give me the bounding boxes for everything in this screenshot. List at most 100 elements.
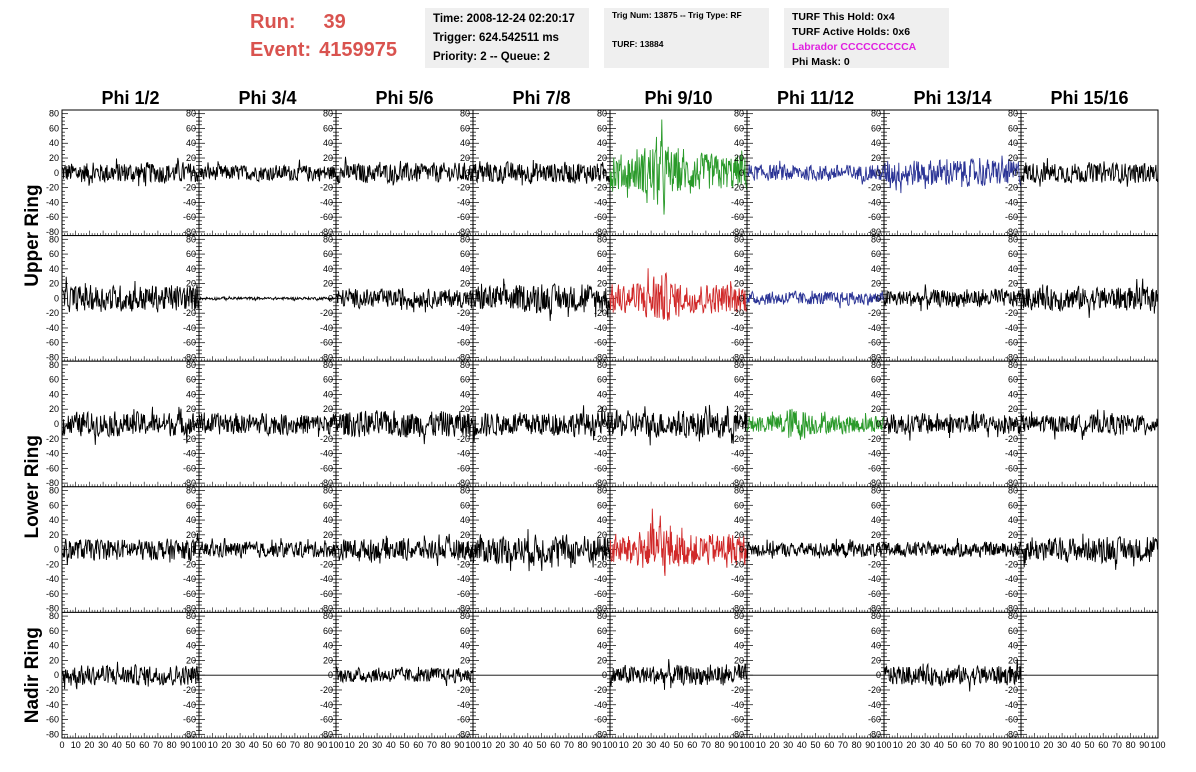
y-tick-label: -40 bbox=[1005, 323, 1018, 333]
waveform-trace bbox=[335, 156, 474, 186]
y-tick-label: 80 bbox=[323, 360, 333, 370]
y-tick-label: -40 bbox=[457, 323, 470, 333]
y-tick-label: 40 bbox=[186, 138, 196, 148]
trigger-info-box: Trig Num: 13875 -- Trig Type: RF TURF: 1… bbox=[604, 8, 769, 68]
waveform-trace bbox=[472, 278, 611, 322]
y-tick-label: -40 bbox=[46, 323, 59, 333]
y-tick-label: -20 bbox=[1005, 559, 1018, 569]
y-tick-label: -20 bbox=[457, 434, 470, 444]
y-tick-label: -80 bbox=[183, 353, 196, 363]
y-tick-label: 0 bbox=[739, 419, 744, 429]
y-tick-label: -60 bbox=[183, 463, 196, 473]
trigger-text: Trigger: 624.542511 ms bbox=[433, 32, 559, 44]
y-tick-label: -60 bbox=[594, 715, 607, 725]
y-tick-label: -60 bbox=[731, 715, 744, 725]
y-tick-label: 20 bbox=[597, 279, 607, 289]
y-tick-label: 60 bbox=[49, 375, 59, 385]
y-tick-label: 0 bbox=[739, 168, 744, 178]
y-tick-label: 40 bbox=[734, 641, 744, 651]
y-tick-label: -60 bbox=[320, 212, 333, 222]
y-tick-label: 40 bbox=[871, 389, 881, 399]
y-tick-label: 40 bbox=[49, 389, 59, 399]
y-tick-label: -40 bbox=[594, 197, 607, 207]
y-tick-label: 0 bbox=[328, 419, 333, 429]
y-tick-label: 80 bbox=[49, 109, 59, 119]
y-tick-label: 0 bbox=[191, 293, 196, 303]
y-tick-label: -60 bbox=[46, 212, 59, 222]
run-value: 39 bbox=[323, 11, 346, 33]
waveform-trace bbox=[198, 537, 337, 559]
y-tick-label: -60 bbox=[320, 463, 333, 473]
y-tick-label: 80 bbox=[1008, 485, 1018, 495]
y-tick-label: 80 bbox=[1008, 360, 1018, 370]
y-tick-label: 0 bbox=[465, 545, 470, 555]
y-tick-label: 40 bbox=[597, 389, 607, 399]
y-tick-label: -40 bbox=[731, 449, 744, 459]
y-tick-label: 40 bbox=[323, 389, 333, 399]
y-tick-label: 40 bbox=[871, 264, 881, 274]
y-tick-label: 20 bbox=[186, 153, 196, 163]
y-tick-label: 60 bbox=[1008, 249, 1018, 259]
y-tick-label: 60 bbox=[323, 626, 333, 636]
y-tick-label: -80 bbox=[868, 729, 881, 739]
waveform-trace bbox=[335, 288, 474, 313]
y-tick-label: 0 bbox=[876, 545, 881, 555]
y-tick-label: -60 bbox=[46, 715, 59, 725]
y-tick-label: 80 bbox=[597, 234, 607, 244]
waveform-trace bbox=[883, 284, 1022, 312]
y-tick-label: -40 bbox=[320, 700, 333, 710]
y-tick-label: 0 bbox=[54, 168, 59, 178]
y-tick-label: -40 bbox=[868, 574, 881, 584]
y-tick-label: 0 bbox=[602, 545, 607, 555]
y-tick-label: 20 bbox=[871, 279, 881, 289]
y-tick-label: -40 bbox=[868, 449, 881, 459]
y-tick-label: 0 bbox=[876, 168, 881, 178]
column-label: Phi 9/10 bbox=[644, 88, 712, 108]
y-tick-label: 0 bbox=[739, 293, 744, 303]
y-tick-label: -40 bbox=[320, 323, 333, 333]
y-tick-label: 20 bbox=[597, 655, 607, 665]
y-tick-label: -40 bbox=[868, 197, 881, 207]
y-tick-label: 0 bbox=[328, 670, 333, 680]
y-tick-label: 0 bbox=[54, 670, 59, 680]
y-tick-label: 0 bbox=[1013, 419, 1018, 429]
y-tick-label: -40 bbox=[183, 197, 196, 207]
y-tick-label: 60 bbox=[871, 500, 881, 510]
y-tick-label: -20 bbox=[46, 559, 59, 569]
y-tick-label: 40 bbox=[460, 138, 470, 148]
y-tick-label: 20 bbox=[323, 153, 333, 163]
y-tick-label: 0 bbox=[602, 419, 607, 429]
turf-this-hold-text: TURF This Hold: 0x4 bbox=[792, 11, 895, 23]
y-tick-label: -40 bbox=[183, 449, 196, 459]
y-tick-label: -20 bbox=[183, 183, 196, 193]
y-tick-label: 20 bbox=[1008, 153, 1018, 163]
y-tick-label: -60 bbox=[46, 338, 59, 348]
y-tick-label: 80 bbox=[323, 109, 333, 119]
waveform-trace bbox=[472, 405, 611, 442]
y-tick-label: -80 bbox=[183, 729, 196, 739]
y-tick-label: 0 bbox=[1013, 168, 1018, 178]
y-tick-label: -60 bbox=[594, 338, 607, 348]
y-tick-label: 80 bbox=[871, 234, 881, 244]
y-tick-label: -60 bbox=[183, 212, 196, 222]
y-tick-label: 80 bbox=[186, 611, 196, 621]
y-tick-label: -60 bbox=[320, 589, 333, 599]
y-tick-label: -60 bbox=[731, 338, 744, 348]
labrador-text: Labrador CCCCCCCCCA bbox=[792, 41, 917, 53]
y-tick-label: -40 bbox=[1005, 449, 1018, 459]
y-tick-label: -60 bbox=[457, 338, 470, 348]
y-tick-label: -60 bbox=[320, 715, 333, 725]
y-tick-label: 20 bbox=[460, 153, 470, 163]
y-tick-label: 20 bbox=[186, 404, 196, 414]
y-tick-label: 20 bbox=[49, 530, 59, 540]
waveform-trace bbox=[335, 410, 474, 445]
y-tick-label: 80 bbox=[460, 611, 470, 621]
turf-info-box: TURF This Hold: 0x4 TURF Active Holds: 0… bbox=[784, 8, 949, 68]
y-tick-label: -40 bbox=[868, 700, 881, 710]
waveform-trace bbox=[198, 159, 337, 183]
y-tick-label: 20 bbox=[49, 655, 59, 665]
y-tick-label: 0 bbox=[876, 670, 881, 680]
waveform-trace bbox=[61, 276, 200, 313]
y-tick-label: 20 bbox=[460, 530, 470, 540]
waveform-trace bbox=[335, 666, 474, 687]
